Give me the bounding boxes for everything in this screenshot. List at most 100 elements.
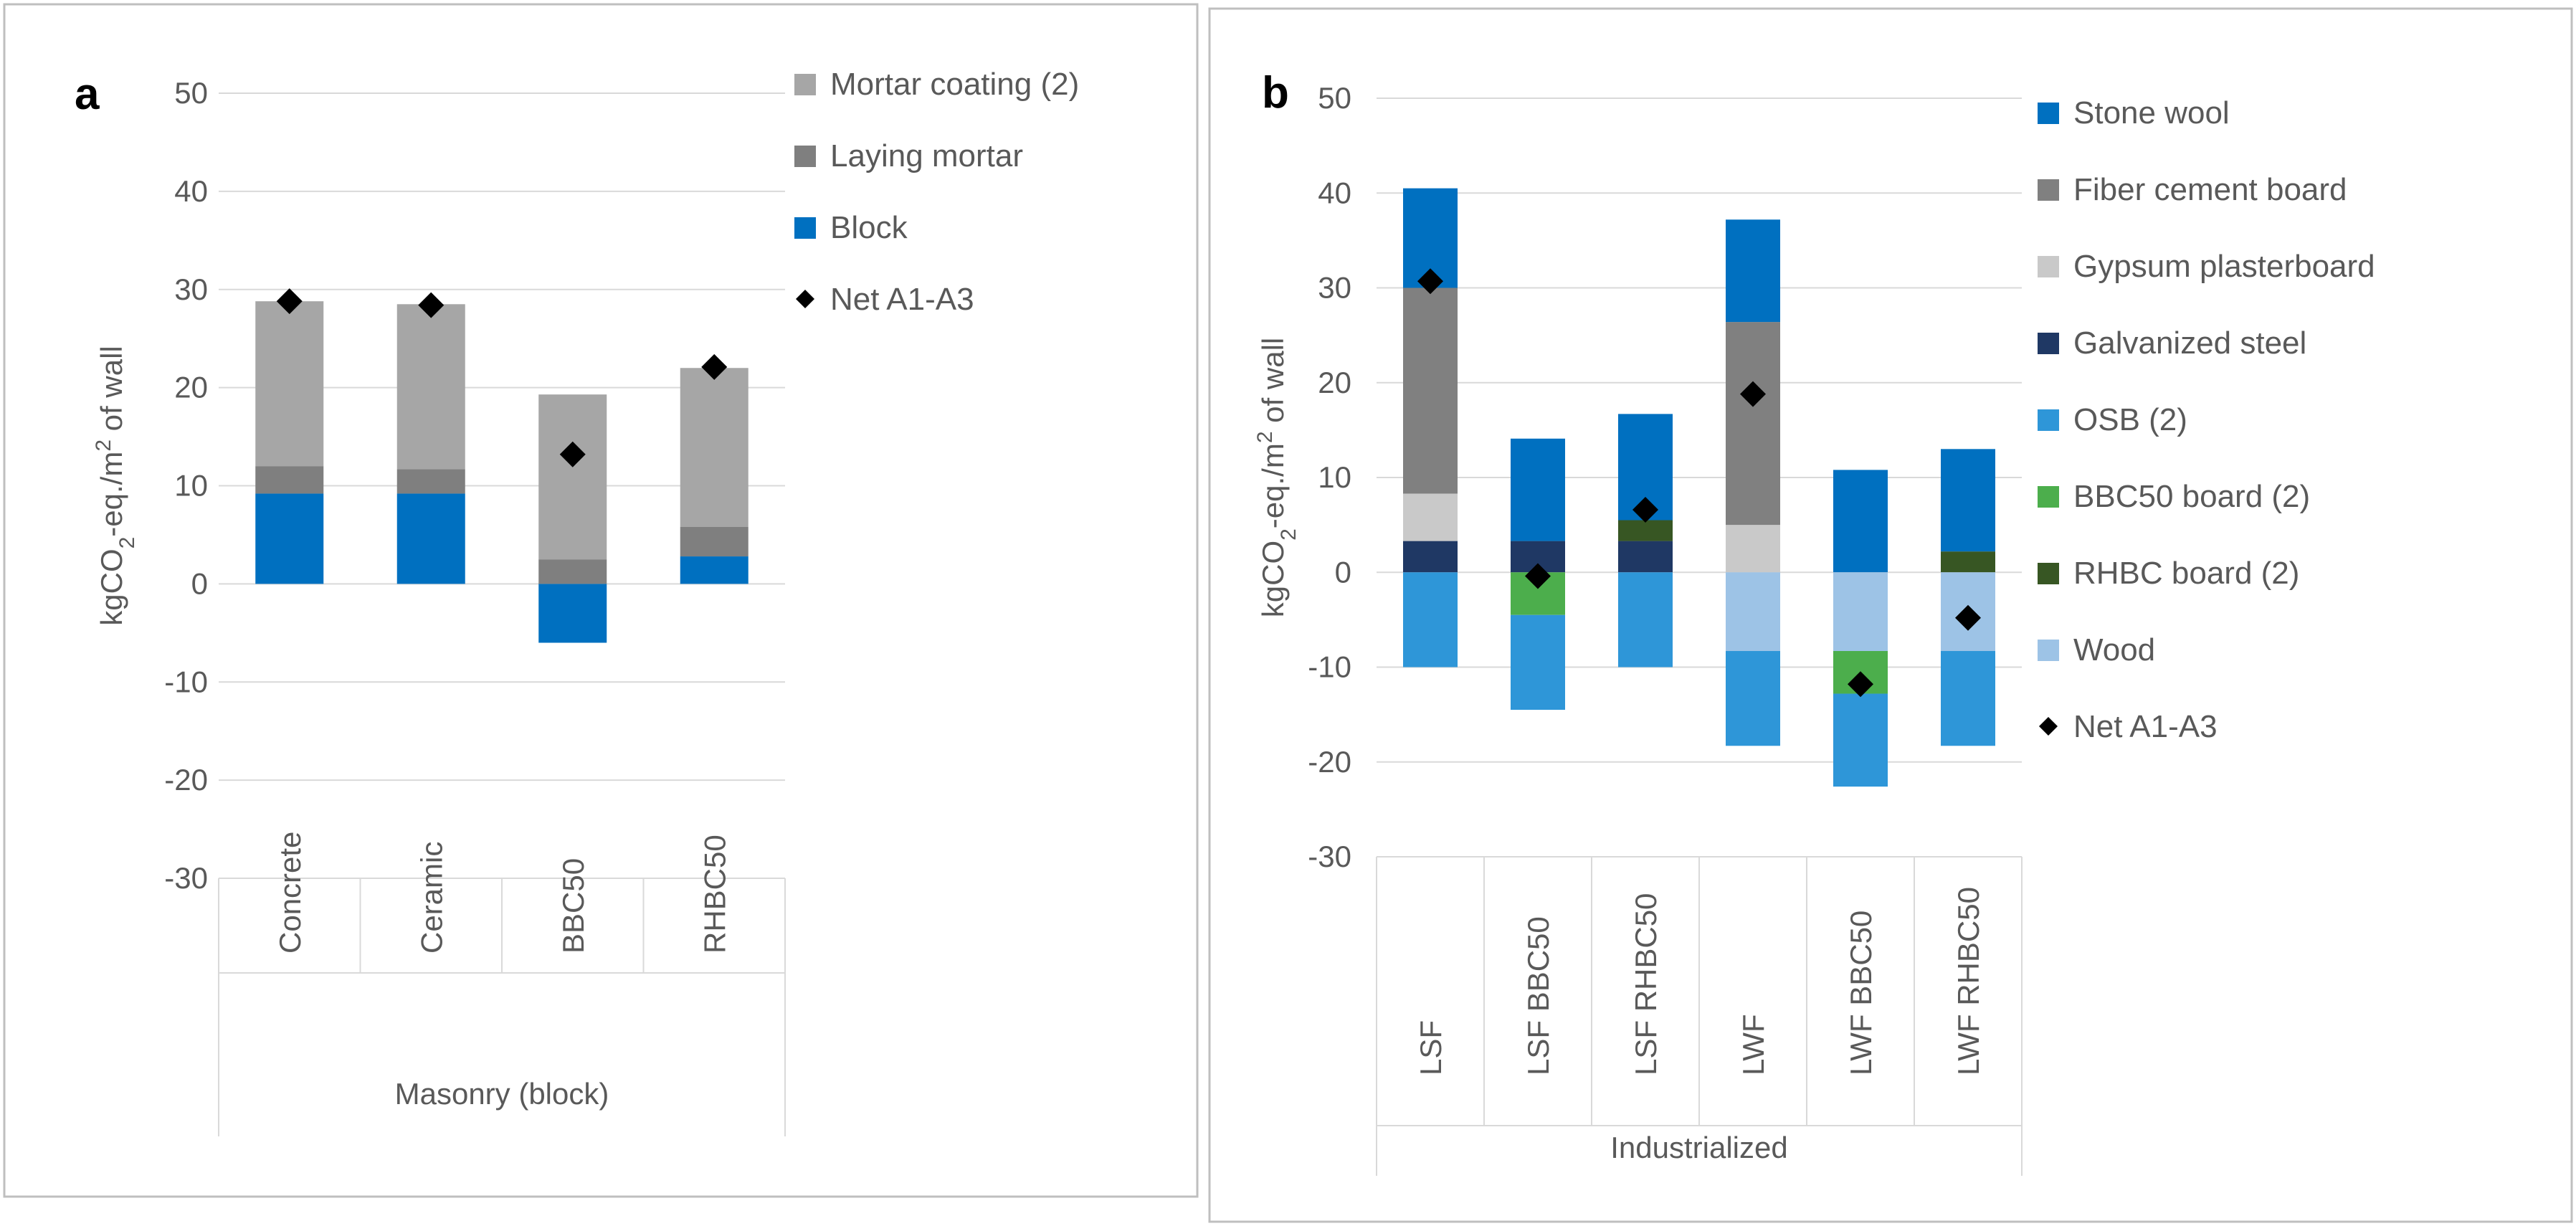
legend-item-fiber-cement-board: Fiber cement board xyxy=(2038,172,2347,207)
bar-rhbc50-laying-mortar xyxy=(680,526,748,557)
net-marker-bbc50 xyxy=(559,441,586,467)
bar-lwf-osb-2 xyxy=(1726,651,1780,746)
bar-lwf-rhbc50-rhbc-board-2 xyxy=(1941,551,1995,573)
legend-swatch-mortar-coating-2 xyxy=(794,74,816,95)
legend-label-stone-wool: Stone wool xyxy=(2073,95,2230,130)
bar-lsf-rhbc50-galvanized-steel xyxy=(1618,541,1673,573)
y-tick-label: 30 xyxy=(174,272,208,306)
net-marker-lsf xyxy=(1417,268,1443,295)
legend-label-net-a1-a3: Net A1-A3 xyxy=(830,282,974,317)
bar-lsf-bbc50-osb-2 xyxy=(1511,614,1565,711)
net-marker-ceramic xyxy=(418,292,445,318)
bar-lwf-gypsum-plasterboard xyxy=(1726,525,1780,573)
legend-swatch-stone-wool xyxy=(2038,103,2059,124)
bar-lsf-osb-2 xyxy=(1403,572,1458,667)
legend-item-mortar-coating-2: Mortar coating (2) xyxy=(794,67,1079,102)
bar-lsf-bbc50-stone-wool xyxy=(1511,438,1565,541)
bar-lwf-bbc50-stone-wool xyxy=(1833,470,1888,573)
panel-a-category-group-label: Masonry (block) xyxy=(395,1077,609,1111)
panel-a: a -30 -20 -10 0 10 20 30 40 50 kgCO2-eq./m2 of w… xyxy=(3,3,1199,1198)
panel-a-y-axis-label: kgCO2-eq./m2 of wall xyxy=(92,346,139,625)
net-marker-lwf-rhbc50 xyxy=(1955,604,1981,631)
bar-bbc50-mortar-coating-2 xyxy=(538,394,607,560)
net-marker-lsf-bbc50 xyxy=(1525,563,1551,589)
legend-swatch-bbc50-board-2 xyxy=(2038,486,2059,508)
y-tick-label: -10 xyxy=(164,665,208,698)
legend-swatch-fiber-cement-board xyxy=(2038,179,2059,201)
net-marker-rhbc50 xyxy=(701,353,728,380)
legend-item-gypsum-plasterboard: Gypsum plasterboard xyxy=(2038,249,2375,284)
panel-b-category-group-label: Industrialized xyxy=(1610,1131,1787,1164)
bar-lwf-stone-wool xyxy=(1726,219,1780,323)
y-tick-label: -20 xyxy=(164,763,208,797)
panel-b-letter: b xyxy=(1262,68,1289,118)
bar-lsf-gypsum-plasterboard xyxy=(1403,493,1458,541)
net-marker-lsf-rhbc50 xyxy=(1632,496,1658,523)
y-tick-label: 50 xyxy=(1318,81,1351,115)
legend-label-galvanized-steel: Galvanized steel xyxy=(2073,325,2306,361)
bar-bbc50-block xyxy=(538,584,607,643)
legend-item-bbc50-board-2: BBC50 board (2) xyxy=(2038,479,2310,514)
legend-label-laying-mortar: Laying mortar xyxy=(830,138,1023,174)
bar-concrete-block xyxy=(255,493,324,584)
bar-lwf-rhbc50-osb-2 xyxy=(1941,651,1995,746)
bar-bbc50-laying-mortar xyxy=(538,559,607,584)
legend-marker-net-a1-a3 xyxy=(796,290,814,308)
net-marker-lwf xyxy=(1740,381,1766,407)
y-tick-label: 10 xyxy=(174,469,208,503)
legend-item-laying-mortar: Laying mortar xyxy=(794,138,1023,174)
bar-lsf-fiber-cement-board xyxy=(1403,288,1458,494)
y-tick-label: -20 xyxy=(1308,745,1351,779)
legend-swatch-rhbc-board-2 xyxy=(2038,563,2059,584)
x-tick-label-lsf-rhbc50: LSF RHBC50 xyxy=(1629,893,1663,1075)
legend-label-net-a1-a3: Net A1-A3 xyxy=(2073,709,2218,744)
legend-item-rhbc-board-2: RHBC board (2) xyxy=(2038,556,2299,591)
y-tick-label: -30 xyxy=(1308,840,1351,873)
legend-label-mortar-coating-2: Mortar coating (2) xyxy=(830,67,1079,102)
panel-b-y-axis-label: kgCO2-eq./m2 of wall xyxy=(1253,338,1301,617)
bar-concrete-mortar-coating-2 xyxy=(255,301,324,467)
legend-label-fiber-cement-board: Fiber cement board xyxy=(2073,172,2347,207)
y-tick-label: 20 xyxy=(1318,366,1351,399)
x-tick-label-lwf: LWF xyxy=(1736,1014,1770,1075)
bar-lwf-wood xyxy=(1726,572,1780,652)
bar-lwf-fiber-cement-board xyxy=(1726,322,1780,526)
y-tick-label: 30 xyxy=(1318,271,1351,305)
legend-swatch-laying-mortar xyxy=(794,146,816,167)
x-tick-label-concrete: Concrete xyxy=(273,832,307,954)
net-marker-concrete xyxy=(276,288,303,315)
x-tick-label-lsf-bbc50: LSF BBC50 xyxy=(1521,916,1555,1075)
bar-ceramic-mortar-coating-2 xyxy=(396,304,465,470)
bar-lwf-bbc50-wood xyxy=(1833,572,1888,652)
legend-item-galvanized-steel: Galvanized steel xyxy=(2038,325,2306,361)
x-tick-label-ceramic: Ceramic xyxy=(414,842,448,954)
bar-concrete-laying-mortar xyxy=(255,466,324,494)
bar-ceramic-block xyxy=(396,493,465,584)
bar-lsf-galvanized-steel xyxy=(1403,541,1458,573)
legend-item-osb-2: OSB (2) xyxy=(2038,402,2187,437)
legend-swatch-galvanized-steel xyxy=(2038,333,2059,354)
x-tick-label-lwf-bbc50: LWF BBC50 xyxy=(1844,911,1878,1075)
legend-label-gypsum-plasterboard: Gypsum plasterboard xyxy=(2073,249,2375,284)
bar-rhbc50-block xyxy=(680,556,748,584)
net-marker-lwf-bbc50 xyxy=(1848,671,1873,698)
bar-lwf-bbc50-osb-2 xyxy=(1833,693,1888,787)
y-tick-label: 0 xyxy=(1335,555,1351,589)
x-tick-label-lsf: LSF xyxy=(1414,1020,1448,1075)
y-tick-label: 0 xyxy=(191,566,208,600)
legend-swatch-osb-2 xyxy=(2038,409,2059,431)
y-tick-label: 40 xyxy=(1318,176,1351,209)
y-tick-label: 40 xyxy=(174,174,208,208)
y-tick-label: -30 xyxy=(164,861,208,895)
bar-lwf-rhbc50-stone-wool xyxy=(1941,449,1995,552)
legend-swatch-gypsum-plasterboard xyxy=(2038,256,2059,277)
legend-item-net-a1-a3: Net A1-A3 xyxy=(2039,709,2218,744)
bar-lsf-rhbc50-rhbc-board-2 xyxy=(1618,520,1673,541)
legend-item-net-a1-a3: Net A1-A3 xyxy=(796,282,974,317)
y-tick-label: 10 xyxy=(1318,460,1351,494)
legend-item-block: Block xyxy=(794,210,908,245)
legend-swatch-wood xyxy=(2038,640,2059,661)
legend-swatch-block xyxy=(794,217,816,239)
y-tick-label: -10 xyxy=(1308,650,1351,684)
